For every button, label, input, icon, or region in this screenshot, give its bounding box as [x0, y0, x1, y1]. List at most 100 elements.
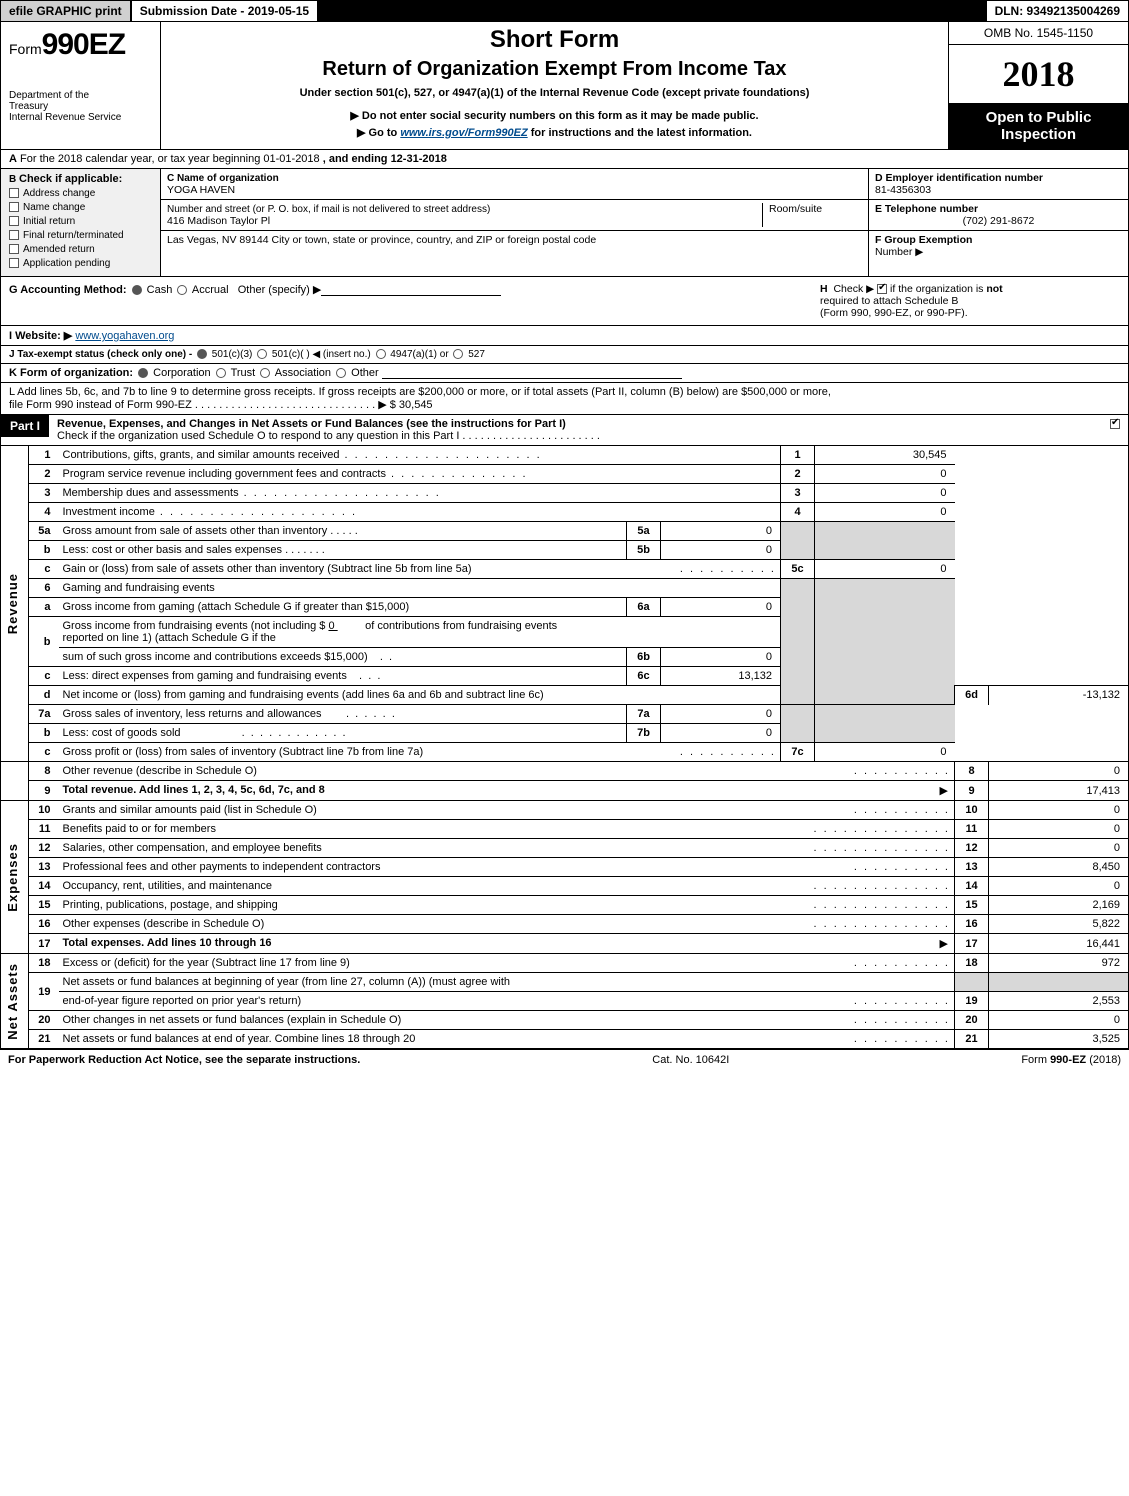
line-9-desc: Total revenue. Add lines 1, 2, 3, 4, 5c,…: [59, 781, 955, 801]
line-20-rval: 0: [989, 1011, 1129, 1030]
sub3-pre: ▶ Go to: [357, 127, 400, 139]
line-2-rnum: 2: [781, 465, 815, 484]
netassets-side-label: Net Assets: [1, 954, 29, 1049]
line-7c-rnum: 7c: [781, 743, 815, 762]
line-15-rnum: 15: [955, 896, 989, 915]
phone-value: (702) 291-8672: [875, 215, 1122, 227]
line-19-rval: 2,553: [989, 992, 1129, 1011]
form-prefix: Form: [9, 41, 42, 57]
org-address: 416 Madison Taylor Pl: [167, 215, 270, 227]
line-7ab-rnum-shade: [781, 705, 815, 743]
label-org-name: C Name of organization: [167, 173, 279, 184]
line-7b-desc: Less: cost of goods sold . . . . . . . .…: [59, 724, 627, 743]
address-row: Number and street (or P. O. box, if mail…: [161, 200, 868, 231]
line-1-desc: Contributions, gifts, grants, and simila…: [59, 446, 781, 465]
radio-501c3[interactable]: [197, 349, 207, 359]
line-14-desc: Occupancy, rent, utilities, and maintena…: [59, 877, 955, 896]
line-8-num: 8: [29, 762, 59, 781]
line-6a-innum: 6a: [627, 598, 661, 617]
line-21-num: 21: [29, 1030, 59, 1049]
row-a-text2: , and ending 12-31-2018: [323, 153, 447, 165]
website-link[interactable]: www.yogahaven.org: [75, 330, 174, 342]
opt-4947: 4947(a)(1) or: [390, 349, 448, 360]
row-l-text2: file Form 990 instead of Form 990-EZ . .…: [9, 398, 1120, 411]
lines-table-2: 8 Other revenue (describe in Schedule O)…: [0, 762, 1129, 1049]
revenue-side-label-2: [1, 762, 29, 801]
line-15-rval: 2,169: [989, 896, 1129, 915]
line-6-rnum-shade: [781, 579, 815, 705]
line-12-desc: Salaries, other compensation, and employ…: [59, 839, 955, 858]
line-10-desc: Grants and similar amounts paid (list in…: [59, 801, 955, 820]
return-title: Return of Organization Exempt From Incom…: [171, 58, 938, 81]
line-5c-rnum: 5c: [781, 560, 815, 579]
org-name-row: C Name of organization YOGA HAVEN: [161, 169, 868, 200]
part1-title: Revenue, Expenses, and Changes in Net As…: [57, 418, 566, 430]
row-l: L Add lines 5b, 6c, and 7b to line 9 to …: [0, 383, 1129, 415]
chk-application-pending[interactable]: Application pending: [9, 258, 152, 269]
line-16-desc: Other expenses (describe in Schedule O): [59, 915, 955, 934]
form-header: Form990EZ Department of the Treasury Int…: [0, 22, 1129, 150]
subtitle-2: ▶ Do not enter social security numbers o…: [171, 109, 938, 122]
sub3-post: for instructions and the latest informat…: [528, 127, 752, 139]
radio-other[interactable]: [336, 368, 346, 378]
radio-cash[interactable]: [132, 285, 142, 295]
department-label: Department of the Treasury Internal Reve…: [9, 90, 152, 123]
lines-table: Revenue 1 Contributions, gifts, grants, …: [0, 446, 1129, 762]
line-2-desc: Program service revenue including govern…: [59, 465, 781, 484]
line-6a-inval: 0: [661, 598, 781, 617]
radio-4947[interactable]: [376, 349, 386, 359]
h-not: not: [986, 283, 1002, 295]
opt-501c3: 501(c)(3): [212, 349, 253, 360]
chk-initial-return[interactable]: Initial return: [9, 216, 152, 227]
line-3-rnum: 3: [781, 484, 815, 503]
line-8-rval: 0: [989, 762, 1129, 781]
chk-amended-return[interactable]: Amended return: [9, 244, 152, 255]
line-5a-innum: 5a: [627, 522, 661, 541]
label-g: G Accounting Method:: [9, 284, 127, 296]
col-c: C Name of organization YOGA HAVEN Number…: [161, 169, 868, 276]
chk-h[interactable]: [877, 284, 887, 294]
page-footer: For Paperwork Reduction Act Notice, see …: [0, 1049, 1129, 1070]
radio-association[interactable]: [260, 368, 270, 378]
line-7ab-rval-shade: [815, 705, 955, 743]
label-address: Number and street (or P. O. box, if mail…: [167, 204, 490, 215]
opt-trust: Trust: [231, 367, 256, 379]
line-20-desc: Other changes in net assets or fund bala…: [59, 1011, 955, 1030]
line-16-rnum: 16: [955, 915, 989, 934]
line-11-rnum: 11: [955, 820, 989, 839]
irs-link[interactable]: www.irs.gov/Form990EZ: [400, 127, 527, 139]
line-7b-innum: 7b: [627, 724, 661, 743]
part1-checkbox[interactable]: [1102, 415, 1128, 433]
line-13-num: 13: [29, 858, 59, 877]
line-12-rnum: 12: [955, 839, 989, 858]
part1-desc: Revenue, Expenses, and Changes in Net As…: [49, 415, 1102, 445]
h-text2: if the organization is: [890, 283, 986, 295]
chk-address-change[interactable]: Address change: [9, 188, 152, 199]
radio-corporation[interactable]: [138, 368, 148, 378]
org-city: Las Vegas, NV 89144 City or town, state …: [167, 234, 596, 246]
radio-501c[interactable]: [257, 349, 267, 359]
line-9-rval: 17,413: [989, 781, 1129, 801]
short-form-title: Short Form: [171, 26, 938, 54]
radio-accrual[interactable]: [177, 285, 187, 295]
line-5c-desc: Gain or (loss) from sale of assets other…: [59, 560, 781, 579]
header-right: OMB No. 1545-1150 2018 Open to Public In…: [948, 22, 1128, 149]
row-gh: G Accounting Method: Cash Accrual Other …: [0, 277, 1129, 326]
label-j: J Tax-exempt status (check only one) -: [9, 349, 195, 360]
label-group-exemption-number: Number ▶: [875, 246, 923, 258]
ein-value: 81-4356303: [875, 184, 931, 196]
part1-check-text: Check if the organization used Schedule …: [57, 430, 600, 442]
line-19-desc2: end-of-year figure reported on prior yea…: [59, 992, 955, 1011]
efile-print-button[interactable]: efile GRAPHIC print: [1, 1, 132, 21]
opt-other: Other (specify) ▶: [238, 284, 322, 296]
line-15-desc: Printing, publications, postage, and shi…: [59, 896, 955, 915]
radio-trust[interactable]: [216, 368, 226, 378]
line-6a-num: a: [29, 598, 59, 617]
city-row: Las Vegas, NV 89144 City or town, state …: [161, 231, 868, 249]
chk-final-return[interactable]: Final return/terminated: [9, 230, 152, 241]
line-7a-desc: Gross sales of inventory, less returns a…: [59, 705, 627, 724]
radio-527[interactable]: [453, 349, 463, 359]
chk-name-change[interactable]: Name change: [9, 202, 152, 213]
opt-other-org: Other: [351, 367, 379, 379]
line-3-num: 3: [29, 484, 59, 503]
